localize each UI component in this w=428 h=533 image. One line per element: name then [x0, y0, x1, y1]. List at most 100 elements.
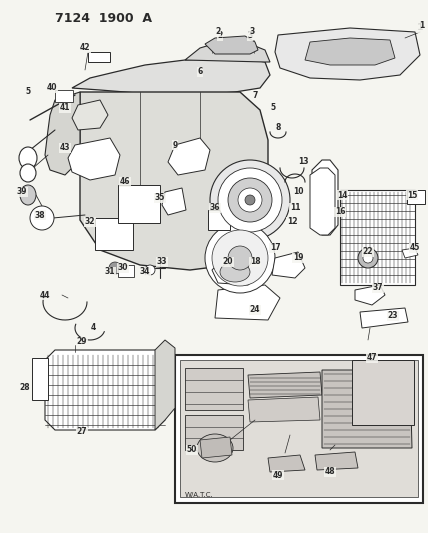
Text: 19: 19 [293, 254, 303, 262]
Text: 32: 32 [85, 217, 95, 227]
Polygon shape [168, 138, 210, 175]
Text: 48: 48 [325, 467, 335, 477]
Text: 2: 2 [217, 31, 223, 41]
Polygon shape [272, 252, 305, 278]
Polygon shape [312, 160, 338, 235]
Text: 35: 35 [155, 193, 165, 203]
Text: 31: 31 [105, 268, 115, 277]
Text: 14: 14 [337, 190, 347, 199]
Polygon shape [322, 370, 412, 448]
Bar [208, 210, 230, 230]
Text: 12: 12 [287, 217, 297, 227]
Ellipse shape [363, 253, 373, 263]
Polygon shape [45, 350, 165, 430]
Text: 15: 15 [407, 190, 417, 199]
Text: 3: 3 [250, 28, 255, 36]
Polygon shape [305, 38, 395, 65]
Bar [340, 190, 415, 285]
Ellipse shape [30, 206, 54, 230]
Text: 49: 49 [273, 471, 283, 480]
Text: 17: 17 [270, 244, 280, 253]
Polygon shape [355, 285, 385, 305]
Bar [118, 185, 160, 223]
Text: 11: 11 [290, 204, 300, 213]
Text: 5: 5 [25, 87, 30, 96]
Polygon shape [205, 36, 258, 54]
Text: 43: 43 [60, 143, 70, 152]
Text: 22: 22 [363, 247, 373, 256]
Bar [88, 52, 110, 62]
Polygon shape [248, 397, 320, 422]
Polygon shape [402, 248, 418, 258]
Text: 45: 45 [410, 244, 420, 253]
Bar [32, 358, 48, 400]
Ellipse shape [109, 262, 121, 274]
Ellipse shape [145, 265, 155, 275]
Text: 16: 16 [335, 207, 345, 216]
Polygon shape [275, 28, 420, 80]
Text: 6: 6 [197, 68, 202, 77]
Text: 24: 24 [250, 305, 260, 314]
Text: 7124  1900  A: 7124 1900 A [55, 12, 152, 25]
Text: 9: 9 [172, 141, 178, 149]
Bar [185, 415, 243, 450]
Polygon shape [215, 285, 280, 320]
Polygon shape [155, 340, 175, 430]
Text: 39: 39 [17, 188, 27, 197]
Polygon shape [162, 188, 186, 215]
Text: W/A.T.C.: W/A.T.C. [185, 492, 214, 498]
Bar [407, 190, 425, 204]
Ellipse shape [238, 188, 262, 212]
Polygon shape [248, 372, 322, 398]
Text: 1: 1 [417, 23, 422, 33]
Polygon shape [185, 42, 270, 62]
Text: 20: 20 [223, 257, 233, 266]
Ellipse shape [218, 168, 282, 232]
Ellipse shape [205, 223, 275, 293]
Text: 13: 13 [298, 157, 308, 166]
Polygon shape [72, 100, 108, 130]
Ellipse shape [220, 262, 250, 282]
Text: 10: 10 [293, 188, 303, 197]
Ellipse shape [20, 185, 36, 205]
Bar [118, 265, 134, 277]
Text: 40: 40 [47, 84, 57, 93]
Ellipse shape [19, 147, 37, 169]
Text: 2: 2 [215, 28, 220, 36]
Polygon shape [72, 58, 270, 95]
Text: 42: 42 [80, 44, 90, 52]
Text: 4: 4 [90, 324, 95, 333]
Text: 33: 33 [157, 257, 167, 266]
Text: 5: 5 [270, 103, 276, 112]
Text: 44: 44 [40, 290, 50, 300]
Text: 23: 23 [388, 311, 398, 320]
Polygon shape [268, 455, 305, 472]
Bar [95, 218, 133, 250]
Polygon shape [180, 360, 418, 497]
Text: 29: 29 [77, 337, 87, 346]
Text: 30: 30 [118, 263, 128, 272]
Ellipse shape [228, 246, 252, 270]
Ellipse shape [210, 160, 290, 240]
Text: 38: 38 [35, 211, 45, 220]
Text: 28: 28 [20, 384, 30, 392]
Text: 8: 8 [275, 123, 281, 132]
Polygon shape [80, 92, 268, 270]
Polygon shape [310, 168, 335, 235]
Ellipse shape [228, 178, 272, 222]
Text: 37: 37 [373, 284, 383, 293]
Text: 3: 3 [247, 31, 253, 41]
Bar [175, 355, 423, 503]
Text: 46: 46 [120, 177, 130, 187]
Ellipse shape [358, 248, 378, 268]
Text: 1: 1 [419, 21, 425, 30]
Ellipse shape [20, 164, 36, 182]
Text: 41: 41 [60, 103, 70, 112]
Text: 36: 36 [210, 204, 220, 213]
Bar [185, 368, 243, 410]
Polygon shape [315, 452, 358, 470]
Ellipse shape [212, 230, 268, 286]
Bar [55, 90, 73, 102]
Bar [352, 360, 414, 425]
Ellipse shape [245, 195, 255, 205]
